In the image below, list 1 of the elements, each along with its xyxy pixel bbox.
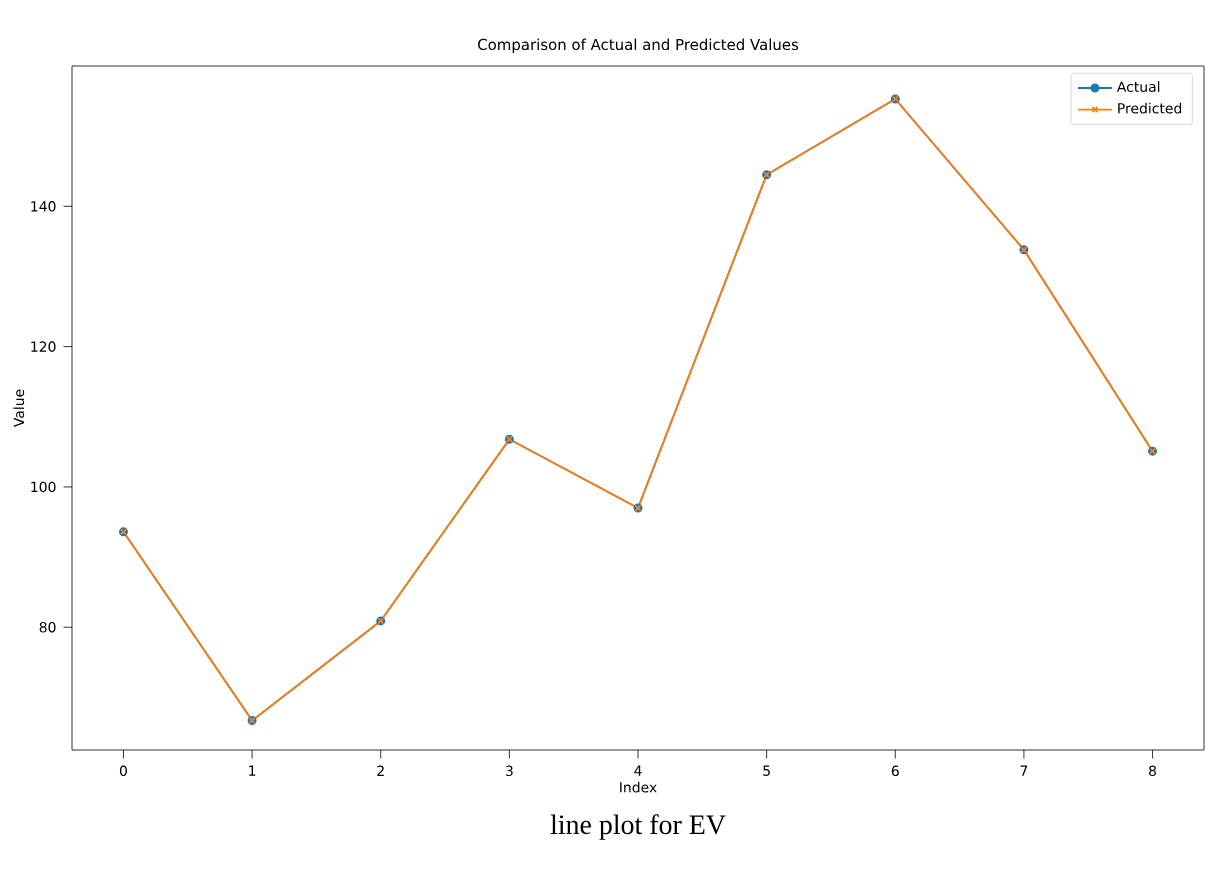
text: line plot for EV [550,814,726,840]
